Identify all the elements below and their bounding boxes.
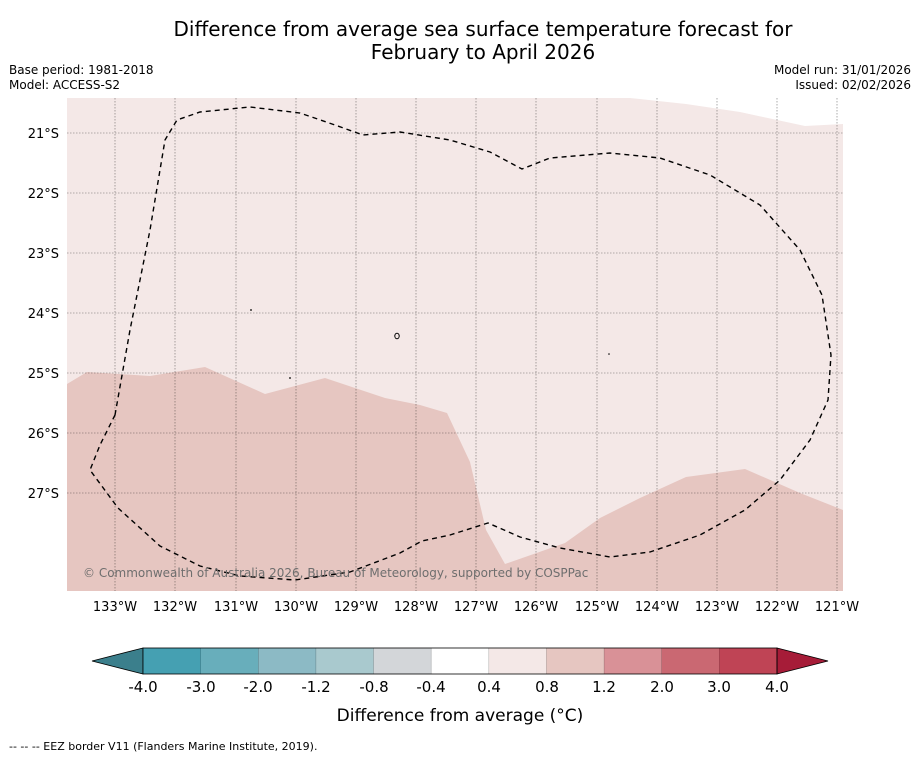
map-area: [67, 98, 843, 591]
colorbar-tick: -1.2: [301, 678, 330, 696]
colorbar-tick: 1.2: [592, 678, 616, 696]
lat-label: 24°S: [28, 307, 59, 322]
eez-border: [89, 106, 832, 581]
title-line-2: February to April 2026: [370, 40, 596, 64]
copyright-notice: © Commonwealth of Australia 2026, Bureau…: [83, 566, 588, 580]
lon-label: 131°W: [214, 600, 258, 615]
island: [394, 332, 400, 340]
model-run: Model run: 31/01/2026: [773, 63, 911, 77]
colorbar-tick: -0.4: [416, 678, 445, 696]
lat-label: 26°S: [28, 427, 59, 442]
base-period: Base period: 1981-2018: [9, 63, 154, 77]
lon-label: 124°W: [635, 600, 679, 615]
lat-label: 23°S: [28, 247, 59, 262]
colorbar-title: Difference from average (°C): [337, 706, 584, 726]
lat-label: 22°S: [28, 187, 59, 202]
colorbar-tick: 3.0: [707, 678, 731, 696]
lon-label: 129°W: [334, 600, 378, 615]
colorbar-segment: [373, 648, 432, 674]
colorbar-segment: [200, 648, 259, 674]
lon-label: 125°W: [575, 600, 619, 615]
lon-label: 127°W: [454, 600, 498, 615]
colorbar-extend-low: [91, 647, 144, 675]
footnote: -- -- -- EEZ border V11 (Flanders Marine…: [9, 740, 318, 753]
colorbar: -4.0 -3.0 -2.0 -1.2 -0.8 -0.4 0.4 0.8 1.…: [91, 647, 829, 726]
colorbar-tick: -0.8: [359, 678, 388, 696]
colorbar-segment: [546, 648, 605, 674]
meta-left: Base period: 1981-2018 Model: ACCESS-S2: [9, 63, 154, 93]
colorbar-segment: [604, 648, 663, 674]
model-name: Model: ACCESS-S2: [9, 78, 121, 92]
lat-labels: 21°S 22°S 23°S 24°S 25°S 26°S 27°S: [28, 127, 59, 502]
colorbar-tick: 0.8: [535, 678, 559, 696]
colorbar-segment: [661, 648, 720, 674]
colorbar-tick: 4.0: [765, 678, 789, 696]
colorbar-tick: 0.4: [477, 678, 501, 696]
colorbar-tick: -3.0: [186, 678, 215, 696]
lat-label: 27°S: [28, 487, 59, 502]
colorbar-segment: [315, 648, 374, 674]
colorbar-segment: [258, 648, 317, 674]
colorbar-segment: [488, 648, 547, 674]
colorbar-extend-high: [776, 647, 829, 675]
colorbar-tick: -2.0: [243, 678, 272, 696]
colorbar-segments: [143, 648, 778, 674]
no-data-region: [630, 98, 843, 126]
island: [608, 353, 610, 355]
lon-label: 123°W: [695, 600, 739, 615]
lon-labels: 133°W 132°W 131°W 130°W 129°W 128°W 127°…: [93, 600, 859, 615]
island: [289, 377, 291, 379]
island: [250, 309, 252, 311]
chart-title: Difference from average sea surface temp…: [0, 18, 919, 64]
lon-label: 121°W: [815, 600, 859, 615]
lon-label: 133°W: [93, 600, 137, 615]
lon-label: 126°W: [514, 600, 558, 615]
colorbar-segment: [431, 648, 490, 674]
lon-label: 122°W: [755, 600, 799, 615]
colorbar-tick: -4.0: [128, 678, 157, 696]
colorbar-ticks: -4.0 -3.0 -2.0 -1.2 -0.8 -0.4 0.4 0.8 1.…: [128, 678, 789, 696]
colorbar-frame: [142, 647, 778, 675]
anomaly-region-medium: [67, 367, 843, 591]
title-line-1: Difference from average sea surface temp…: [173, 17, 793, 41]
colorbar-segment: [143, 648, 202, 674]
colorbar-segment: [719, 648, 778, 674]
lat-label: 21°S: [28, 127, 59, 142]
lon-label: 130°W: [274, 600, 318, 615]
lon-label: 132°W: [153, 600, 197, 615]
gridlines: [67, 98, 843, 591]
meta-right: Model run: 31/01/2026 Issued: 02/02/2026: [774, 63, 911, 93]
colorbar-tick: 2.0: [650, 678, 674, 696]
lon-label: 128°W: [394, 600, 438, 615]
issued-date: Issued: 02/02/2026: [795, 78, 911, 92]
lat-label: 25°S: [28, 367, 59, 382]
